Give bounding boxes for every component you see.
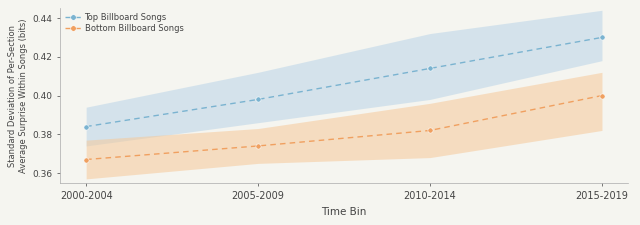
Legend: Top Billboard Songs, Bottom Billboard Songs: Top Billboard Songs, Bottom Billboard So… bbox=[63, 11, 185, 35]
Point bbox=[425, 129, 435, 132]
Point bbox=[597, 36, 607, 39]
Point bbox=[425, 67, 435, 70]
Point bbox=[253, 98, 263, 101]
X-axis label: Time Bin: Time Bin bbox=[321, 207, 367, 217]
Point bbox=[597, 94, 607, 97]
Point bbox=[81, 125, 92, 128]
Y-axis label: Standard Deviation of Per-Section
Average Surprise Within Songs (bits): Standard Deviation of Per-Section Averag… bbox=[8, 18, 28, 173]
Point bbox=[81, 158, 92, 161]
Point bbox=[253, 144, 263, 148]
